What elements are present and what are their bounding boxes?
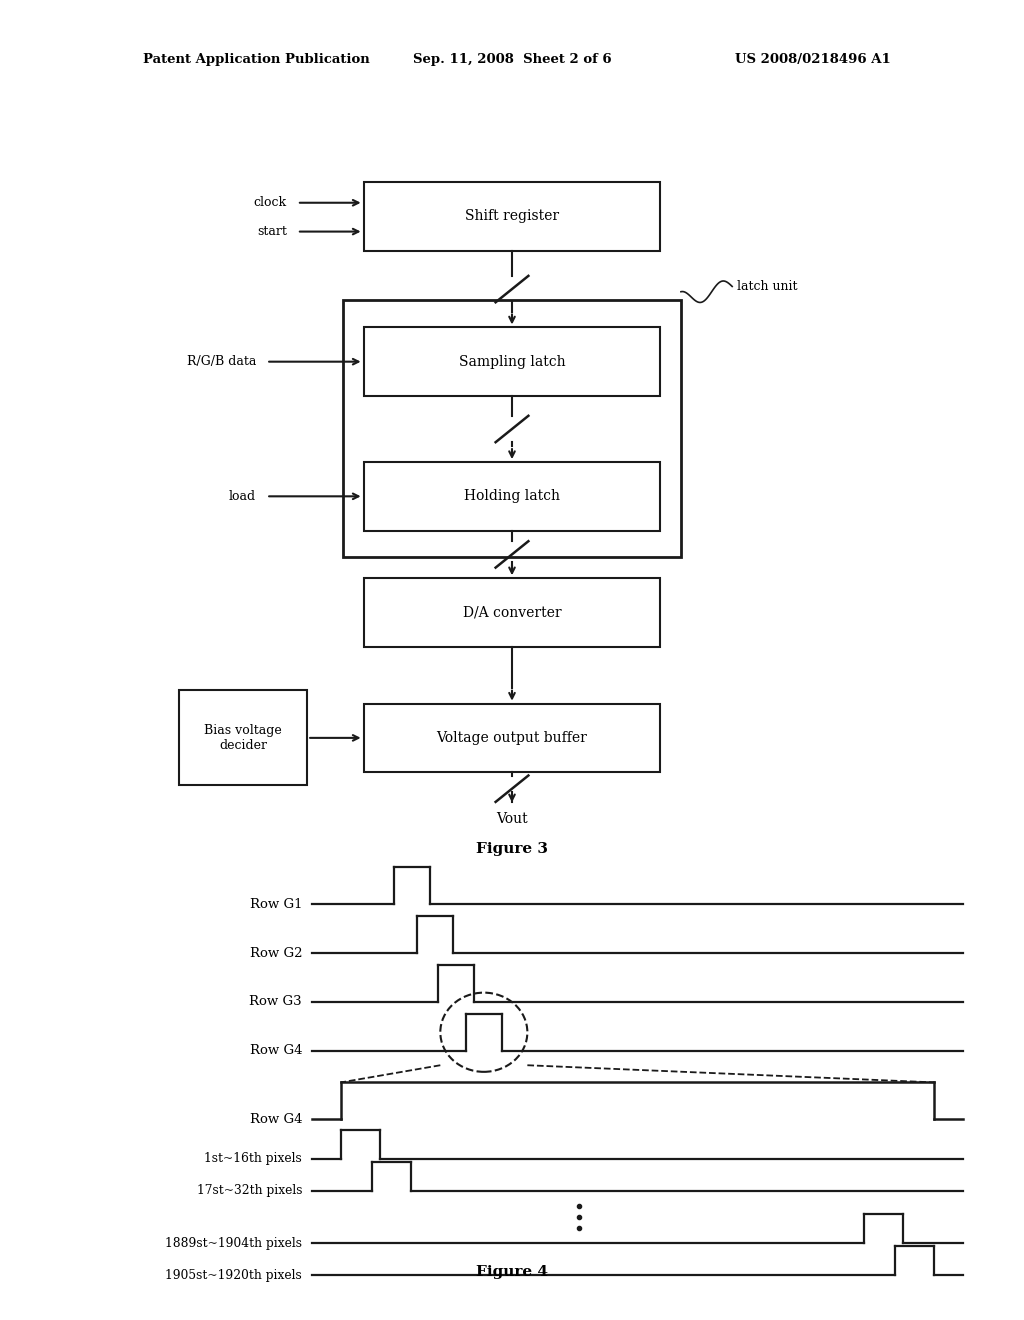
Text: Figure 4: Figure 4	[476, 1265, 548, 1279]
Text: Row G3: Row G3	[250, 995, 302, 1008]
Text: 1905st~1920th pixels: 1905st~1920th pixels	[165, 1269, 302, 1282]
Text: Row G4: Row G4	[250, 1113, 302, 1126]
Text: Patent Application Publication: Patent Application Publication	[143, 53, 370, 66]
Bar	[364, 704, 660, 772]
Text: Row G1: Row G1	[250, 898, 302, 911]
Bar	[179, 690, 307, 785]
Text: 1st~16th pixels: 1st~16th pixels	[205, 1152, 302, 1166]
Text: Vout: Vout	[497, 812, 527, 826]
Bar	[364, 182, 660, 251]
Text: Row G4: Row G4	[250, 1044, 302, 1057]
Text: clock: clock	[254, 197, 287, 210]
Text: R/G/B data: R/G/B data	[186, 355, 256, 368]
Text: US 2008/0218496 A1: US 2008/0218496 A1	[735, 53, 891, 66]
Text: Bias voltage
decider: Bias voltage decider	[205, 723, 282, 752]
Bar	[364, 327, 660, 396]
Text: 1889st~1904th pixels: 1889st~1904th pixels	[165, 1237, 302, 1250]
Text: Holding latch: Holding latch	[464, 490, 560, 503]
Text: Voltage output buffer: Voltage output buffer	[436, 731, 588, 744]
Text: Sep. 11, 2008  Sheet 2 of 6: Sep. 11, 2008 Sheet 2 of 6	[413, 53, 611, 66]
Text: Sampling latch: Sampling latch	[459, 355, 565, 368]
Text: D/A converter: D/A converter	[463, 606, 561, 619]
Bar	[364, 578, 660, 647]
Text: latch unit: latch unit	[737, 280, 798, 293]
Text: Shift register: Shift register	[465, 210, 559, 223]
Text: 17st~32th pixels: 17st~32th pixels	[197, 1184, 302, 1197]
Text: Row G2: Row G2	[250, 946, 302, 960]
Text: Figure 3: Figure 3	[476, 842, 548, 857]
Bar	[364, 462, 660, 531]
Text: start: start	[257, 226, 287, 238]
Bar	[343, 300, 681, 557]
Text: load: load	[229, 490, 256, 503]
